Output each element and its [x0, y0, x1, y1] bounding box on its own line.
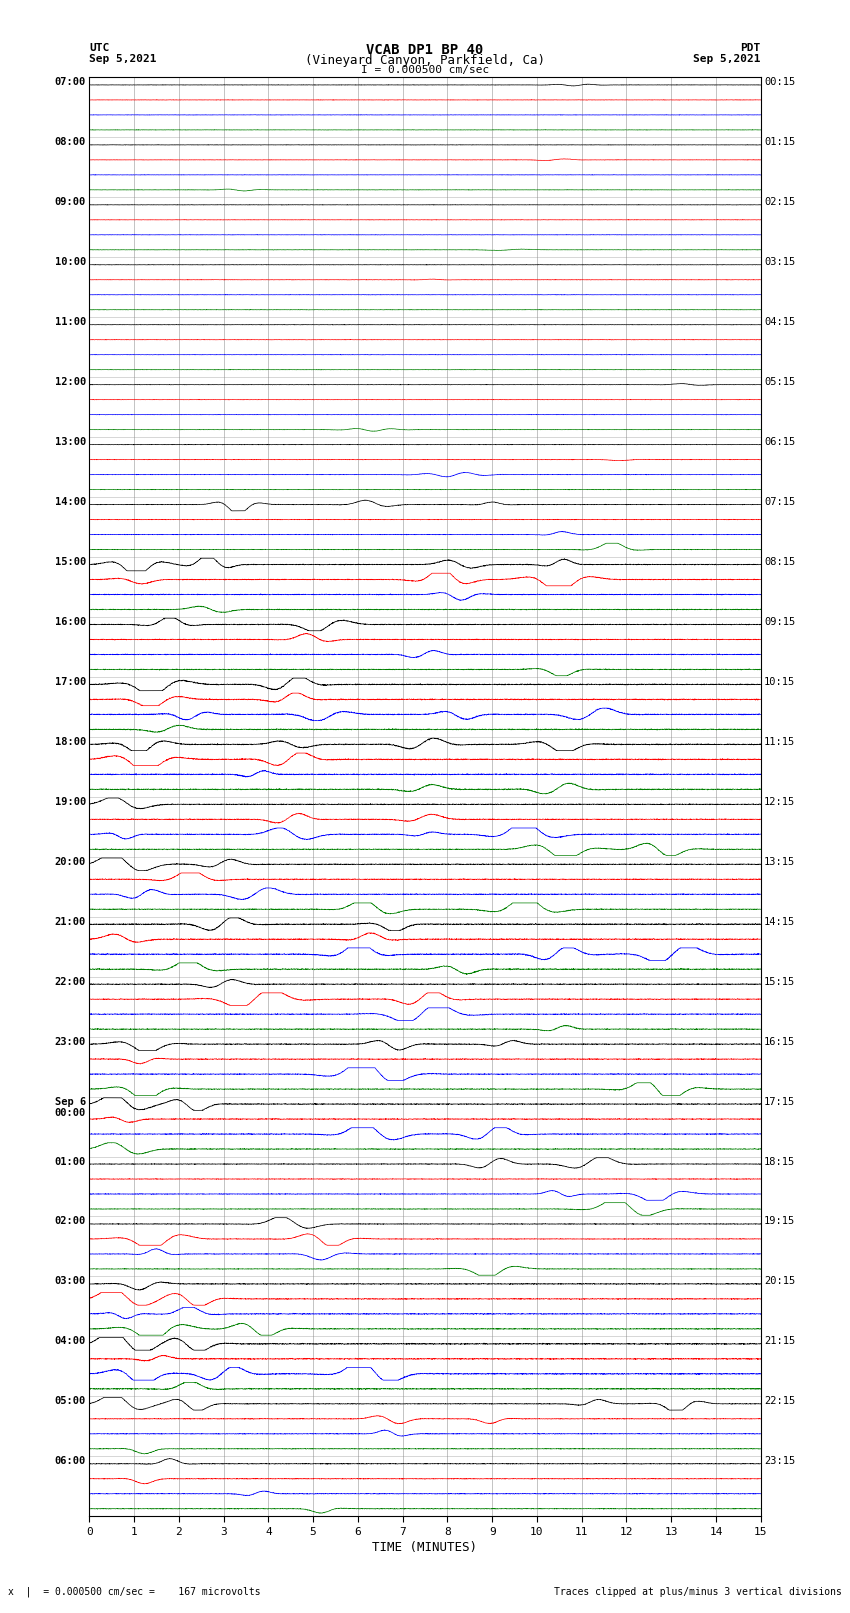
Text: 13:00: 13:00 — [54, 437, 86, 447]
Text: 10:00: 10:00 — [54, 258, 86, 268]
Text: 22:15: 22:15 — [764, 1397, 796, 1407]
Text: 20:00: 20:00 — [54, 857, 86, 866]
Text: (Vineyard Canyon, Parkfield, Ca): (Vineyard Canyon, Parkfield, Ca) — [305, 53, 545, 68]
Text: VCAB DP1 BP 40: VCAB DP1 BP 40 — [366, 44, 484, 56]
Text: 07:00: 07:00 — [54, 77, 86, 87]
X-axis label: TIME (MINUTES): TIME (MINUTES) — [372, 1540, 478, 1553]
Text: 08:15: 08:15 — [764, 556, 796, 568]
Text: 01:00: 01:00 — [54, 1157, 86, 1166]
Text: 07:15: 07:15 — [764, 497, 796, 506]
Text: 12:15: 12:15 — [764, 797, 796, 806]
Text: 16:15: 16:15 — [764, 1037, 796, 1047]
Text: 05:00: 05:00 — [54, 1397, 86, 1407]
Text: 20:15: 20:15 — [764, 1276, 796, 1287]
Text: 04:00: 04:00 — [54, 1336, 86, 1347]
Text: 17:00: 17:00 — [54, 677, 86, 687]
Text: 11:00: 11:00 — [54, 318, 86, 327]
Text: 21:15: 21:15 — [764, 1336, 796, 1347]
Text: 02:00: 02:00 — [54, 1216, 86, 1226]
Text: 18:15: 18:15 — [764, 1157, 796, 1166]
Text: 14:15: 14:15 — [764, 916, 796, 927]
Text: 09:15: 09:15 — [764, 618, 796, 627]
Text: 18:00: 18:00 — [54, 737, 86, 747]
Text: 23:00: 23:00 — [54, 1037, 86, 1047]
Text: 02:15: 02:15 — [764, 197, 796, 208]
Text: 06:00: 06:00 — [54, 1457, 86, 1466]
Text: 03:00: 03:00 — [54, 1276, 86, 1287]
Text: 19:15: 19:15 — [764, 1216, 796, 1226]
Text: 10:15: 10:15 — [764, 677, 796, 687]
Text: 04:15: 04:15 — [764, 318, 796, 327]
Text: UTC: UTC — [89, 44, 110, 53]
Text: 03:15: 03:15 — [764, 258, 796, 268]
Text: 21:00: 21:00 — [54, 916, 86, 927]
Text: 15:00: 15:00 — [54, 556, 86, 568]
Text: 00:15: 00:15 — [764, 77, 796, 87]
Text: 05:15: 05:15 — [764, 377, 796, 387]
Text: PDT: PDT — [740, 44, 761, 53]
Text: Sep 6
00:00: Sep 6 00:00 — [54, 1097, 86, 1118]
Text: 15:15: 15:15 — [764, 977, 796, 987]
Text: Traces clipped at plus/minus 3 vertical divisions: Traces clipped at plus/minus 3 vertical … — [553, 1587, 842, 1597]
Text: x  |  = 0.000500 cm/sec =    167 microvolts: x | = 0.000500 cm/sec = 167 microvolts — [8, 1586, 261, 1597]
Text: I = 0.000500 cm/sec: I = 0.000500 cm/sec — [361, 65, 489, 74]
Text: 14:00: 14:00 — [54, 497, 86, 506]
Text: 11:15: 11:15 — [764, 737, 796, 747]
Text: 13:15: 13:15 — [764, 857, 796, 866]
Text: 12:00: 12:00 — [54, 377, 86, 387]
Text: Sep 5,2021: Sep 5,2021 — [89, 53, 156, 65]
Text: 19:00: 19:00 — [54, 797, 86, 806]
Text: 09:00: 09:00 — [54, 197, 86, 208]
Text: 23:15: 23:15 — [764, 1457, 796, 1466]
Text: 01:15: 01:15 — [764, 137, 796, 147]
Text: 06:15: 06:15 — [764, 437, 796, 447]
Text: 22:00: 22:00 — [54, 977, 86, 987]
Text: 08:00: 08:00 — [54, 137, 86, 147]
Text: Sep 5,2021: Sep 5,2021 — [694, 53, 761, 65]
Text: 17:15: 17:15 — [764, 1097, 796, 1107]
Text: 16:00: 16:00 — [54, 618, 86, 627]
